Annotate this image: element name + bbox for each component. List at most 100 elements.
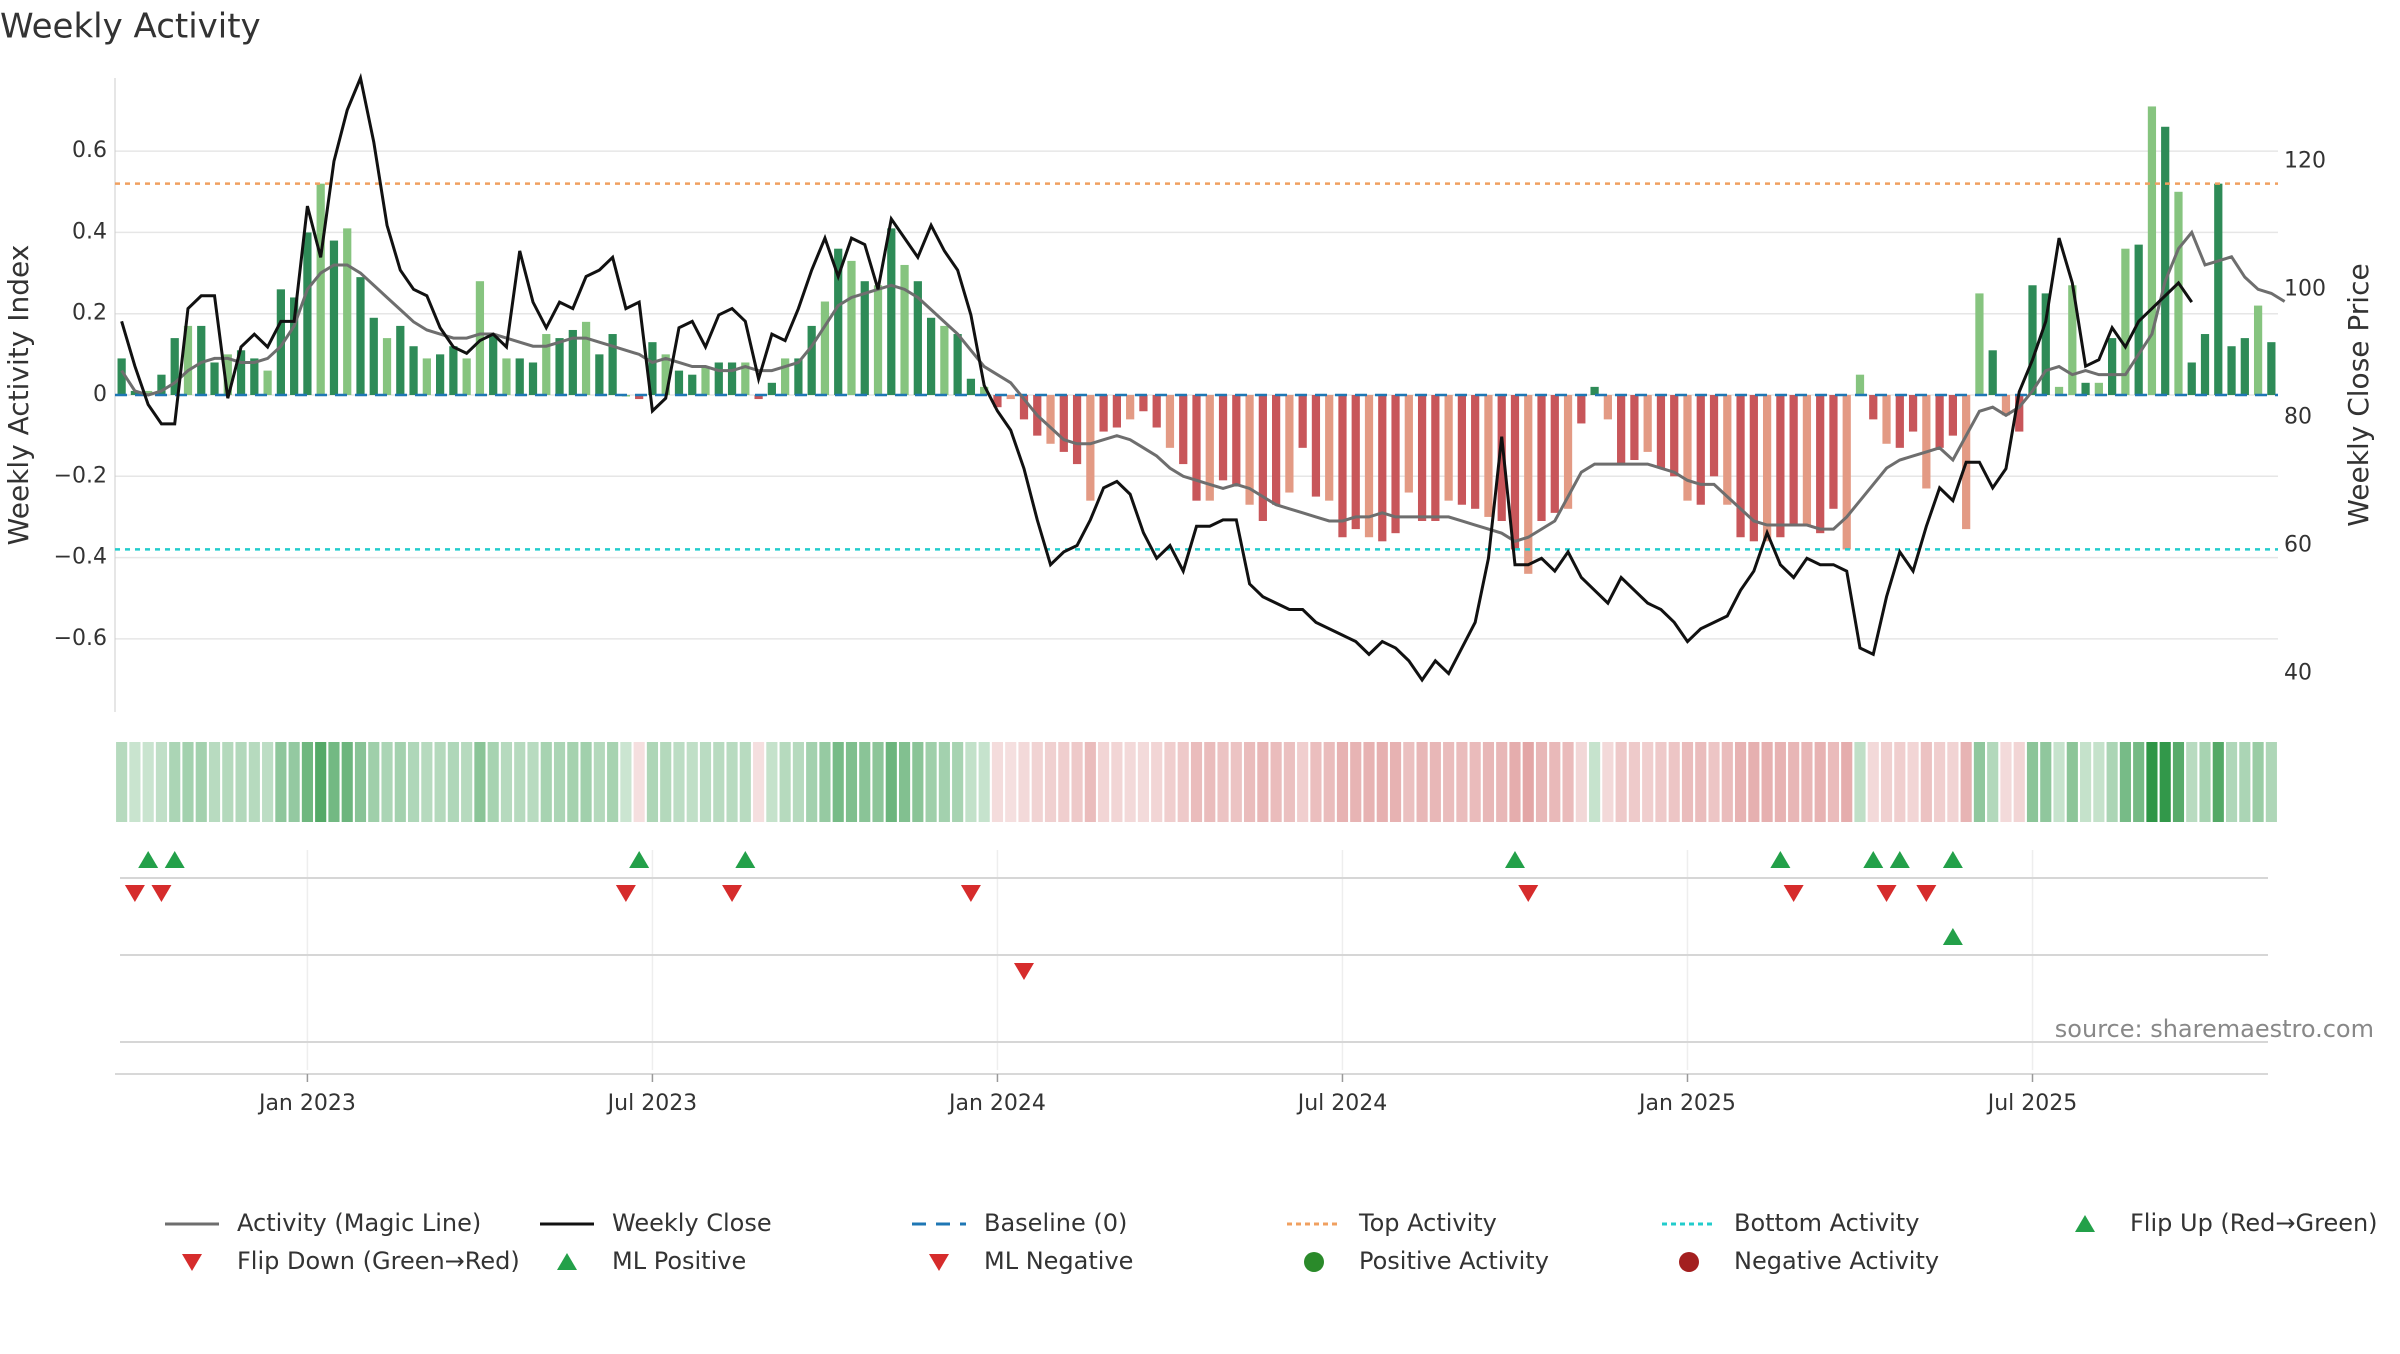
heat-cell [1867,742,1879,822]
activity-bar [1563,395,1573,509]
heat-cell [1403,742,1415,822]
activity-bar [1086,395,1095,501]
heat-cell [938,742,950,822]
heat-cell [1283,742,1295,822]
heat-cell [208,742,221,822]
heat-cell [222,742,234,822]
activity-bar [1165,395,1175,448]
heat-cell [1615,742,1627,822]
heat-cell [248,742,260,822]
activity-bar [1935,395,1944,448]
activity-bar [1550,395,1559,513]
activity-bar [1802,395,1812,526]
activity-bar [329,240,339,395]
legend-label: Activity (Magic Line) [237,1209,481,1237]
heat-cell [607,742,619,822]
heat-cell [2265,742,2277,822]
heat-cell [1084,742,1096,822]
heat-cell [2186,742,2198,822]
heat-cell [2133,742,2145,822]
activity-bar [1311,395,1321,497]
activity-bar [1975,293,1984,395]
heat-cell [1137,742,1149,822]
legend-label: Weekly Close [612,1209,772,1237]
legend-swatch [929,1254,949,1271]
heat-cell [766,742,778,822]
heat-cell [1244,742,1256,822]
heat-cell [1880,742,1893,822]
activity-bar [1139,395,1148,412]
heat-cell [2066,742,2078,822]
heat-cell [2159,742,2171,822]
activity-bar [250,358,259,395]
activity-bar [2094,382,2103,395]
legend-label: ML Negative [984,1247,1133,1275]
heat-cell [1841,742,1853,822]
heat-cell [819,742,831,822]
activity-bar [1855,374,1865,395]
activity-bar [422,358,431,395]
activity-bar [1444,395,1453,501]
heat-cell [1681,742,1694,822]
activity-bar [688,374,697,395]
heat-cell [2146,742,2158,822]
activity-bar [157,374,166,395]
activity-bar [396,325,405,395]
activity-bar [1232,395,1241,485]
heat-cell [142,742,154,822]
heat-cell [381,742,393,822]
activity-bar [993,395,1002,408]
activity-bar [1404,395,1413,493]
activity-bar [1603,395,1612,420]
activity-bar [462,358,471,395]
heat-cell [1257,742,1269,822]
flip-down-marker [151,885,172,902]
legend-label: Flip Up (Red→Green) [2130,1209,2378,1237]
activity-bar [674,370,684,395]
activity-bar [1245,395,1254,505]
heat-cell [832,742,844,822]
activity-bar [701,366,710,395]
activity-bar [1630,395,1639,461]
activity-bar [913,281,922,395]
heat-cell [2212,742,2224,822]
activity-bar [1842,395,1851,550]
flip-up-marker [1504,851,1525,868]
heat-cell [1522,742,1534,822]
activity-bar [356,277,365,395]
flip-down-marker [1783,885,1804,902]
heat-cell [2199,742,2211,822]
activity-bar [2174,191,2183,395]
heat-cell [129,742,141,822]
activity-bar [130,390,140,395]
activity-bar [1829,395,1838,509]
activity-bar [940,325,949,395]
flip-down-marker [1518,885,1539,902]
activity-bar [223,354,232,395]
heat-cell [806,742,818,822]
activity-bar [210,362,219,395]
y-tick-label: −0.2 [54,463,107,488]
activity-bar [1869,395,1878,420]
y-tick-label: 0.6 [72,138,107,163]
activity-bar [1617,395,1626,465]
activity-bar [144,390,153,395]
heat-cell [1894,742,1906,822]
legend-swatch [2075,1215,2095,1232]
heat-cell [699,742,712,822]
activity-bar [117,358,126,395]
heat-cell [500,742,513,822]
activity-bar [1431,395,1440,521]
activity-bar [727,362,737,395]
activity-bar [1948,395,1958,436]
heat-cell [1482,742,1495,822]
heat-cell [262,742,274,822]
y-tick-label: 0.4 [72,219,107,244]
heat-cell [912,742,924,822]
heat-cell [2093,742,2105,822]
activity-bar [1988,350,1997,395]
activity-bar [1112,395,1121,428]
activity-bar [635,395,644,400]
legend-label: Bottom Activity [1734,1209,1919,1237]
flip-up-marker [735,851,756,868]
